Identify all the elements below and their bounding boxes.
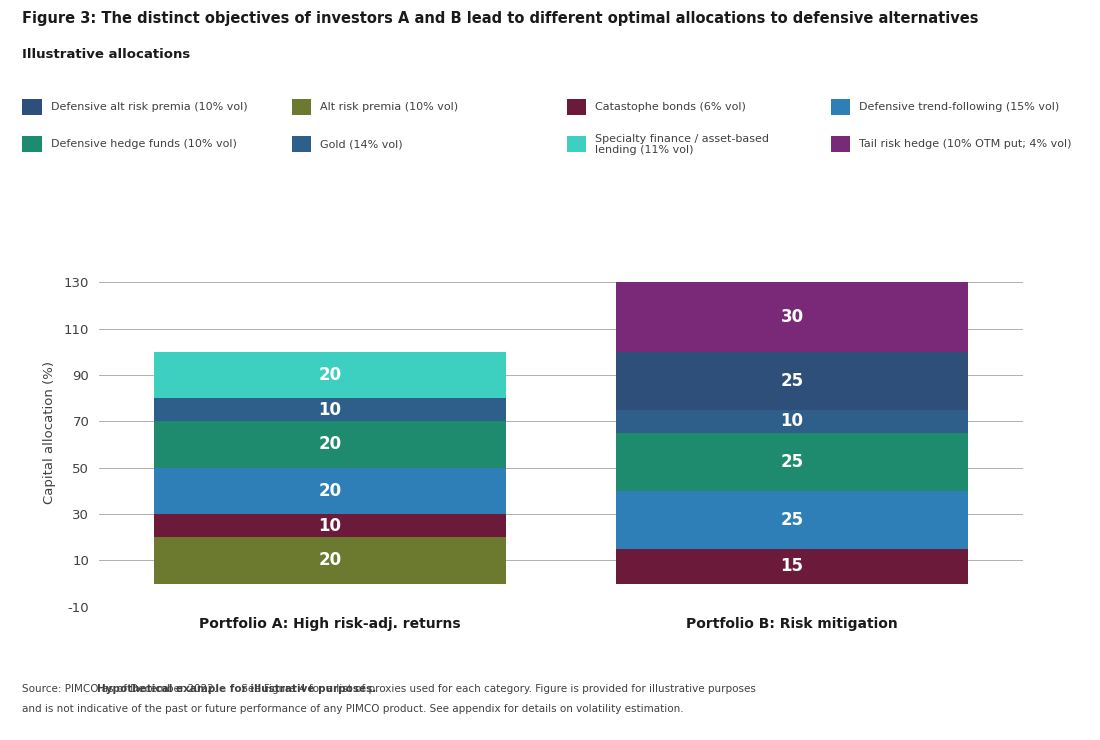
Bar [154, 468, 506, 514]
Text: Illustrative allocations: Illustrative allocations [22, 48, 190, 61]
Bar [154, 398, 506, 421]
Text: Gold (14% vol): Gold (14% vol) [320, 139, 403, 149]
Text: Defensive alt risk premia (10% vol): Defensive alt risk premia (10% vol) [51, 102, 248, 112]
Text: Figure 3: The distinct objectives of investors A and B lead to different optimal: Figure 3: The distinct objectives of inv… [22, 11, 979, 26]
Bar [616, 549, 968, 584]
Bar [616, 410, 968, 433]
Text: 25: 25 [780, 371, 804, 390]
Bar [154, 352, 506, 398]
Text: 10: 10 [319, 517, 341, 534]
Text: Alt risk premia (10% vol): Alt risk premia (10% vol) [320, 102, 459, 112]
Bar [154, 537, 506, 584]
Bar [154, 514, 506, 537]
Text: 20: 20 [318, 551, 342, 569]
Bar [616, 491, 968, 549]
Text: 10: 10 [781, 412, 803, 430]
Bar [154, 421, 506, 468]
Bar [616, 352, 968, 410]
Text: 25: 25 [780, 511, 804, 529]
Text: 20: 20 [318, 436, 342, 454]
Y-axis label: Capital allocation (%): Capital allocation (%) [43, 361, 56, 505]
Text: and is not indicative of the past or future performance of any PIMCO product. Se: and is not indicative of the past or fut… [22, 704, 683, 715]
Text: Defensive trend-following (15% vol): Defensive trend-following (15% vol) [859, 102, 1059, 112]
Text: Defensive hedge funds (10% vol): Defensive hedge funds (10% vol) [51, 139, 236, 149]
Text: Source: PIMCO as of December 2022.: Source: PIMCO as of December 2022. [22, 684, 220, 695]
Text: 10: 10 [319, 401, 341, 419]
Text: Tail risk hedge (10% OTM put; 4% vol): Tail risk hedge (10% OTM put; 4% vol) [859, 139, 1071, 149]
Text: Specialty finance / asset-based
lending (11% vol): Specialty finance / asset-based lending … [595, 133, 769, 155]
Text: 15: 15 [781, 557, 803, 575]
Bar [616, 282, 968, 352]
Text: See Figure 4 for a list of proxies used for each category. Figure is provided fo: See Figure 4 for a list of proxies used … [238, 684, 756, 695]
Text: Catastophe bonds (6% vol): Catastophe bonds (6% vol) [595, 102, 746, 112]
Text: 25: 25 [780, 453, 804, 471]
Text: 30: 30 [780, 308, 804, 326]
Bar [616, 433, 968, 491]
Text: Hypothetical example for illustrative purposes.: Hypothetical example for illustrative pu… [97, 684, 376, 695]
Text: 20: 20 [318, 366, 342, 384]
Text: 20: 20 [318, 482, 342, 500]
